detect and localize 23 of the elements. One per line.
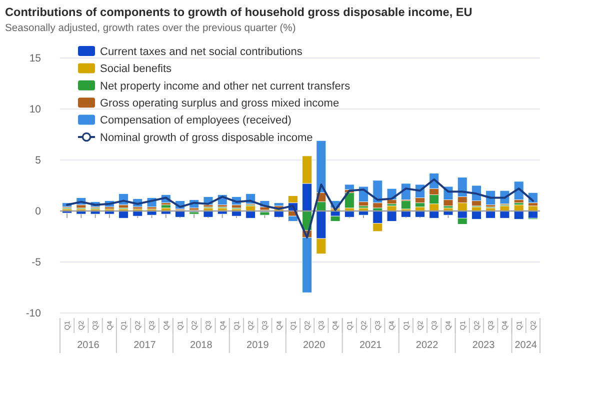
text: 2017	[134, 340, 156, 351]
text: 2016	[77, 340, 100, 351]
y-tick-label: 15	[29, 52, 42, 65]
text: 2023	[472, 340, 496, 351]
legend-label: Current taxes and net social contributions	[100, 46, 303, 58]
legend-label: Gross operating surplus and gross mixed income	[100, 97, 340, 110]
y-tick-label: 5	[35, 154, 42, 167]
legend-label: Nominal growth of gross disposable income	[100, 132, 313, 144]
text: 2020	[302, 340, 326, 351]
y-tick-label: 0	[35, 206, 42, 218]
text: 2019	[246, 340, 270, 351]
y-tick-label: 10	[29, 104, 42, 116]
text: 2018	[190, 340, 213, 351]
text: 2024	[514, 340, 538, 351]
chart-title: Contributions of components to growth of household gross disposable income, EU	[5, 5, 472, 19]
text: 2022	[416, 340, 439, 351]
legend-label: Net property income and other net current transfers	[100, 80, 351, 92]
legend-label: Compensation of employees (received)	[100, 114, 292, 127]
legend-label: Social benefits	[100, 63, 172, 76]
text: 2021	[359, 340, 382, 351]
y-tick-label: -10	[26, 308, 42, 320]
chart-subtitle: Seasonally adjusted, growth rates over the previous quarter (%)	[5, 23, 296, 34]
y-tick-label: -5	[32, 256, 42, 269]
